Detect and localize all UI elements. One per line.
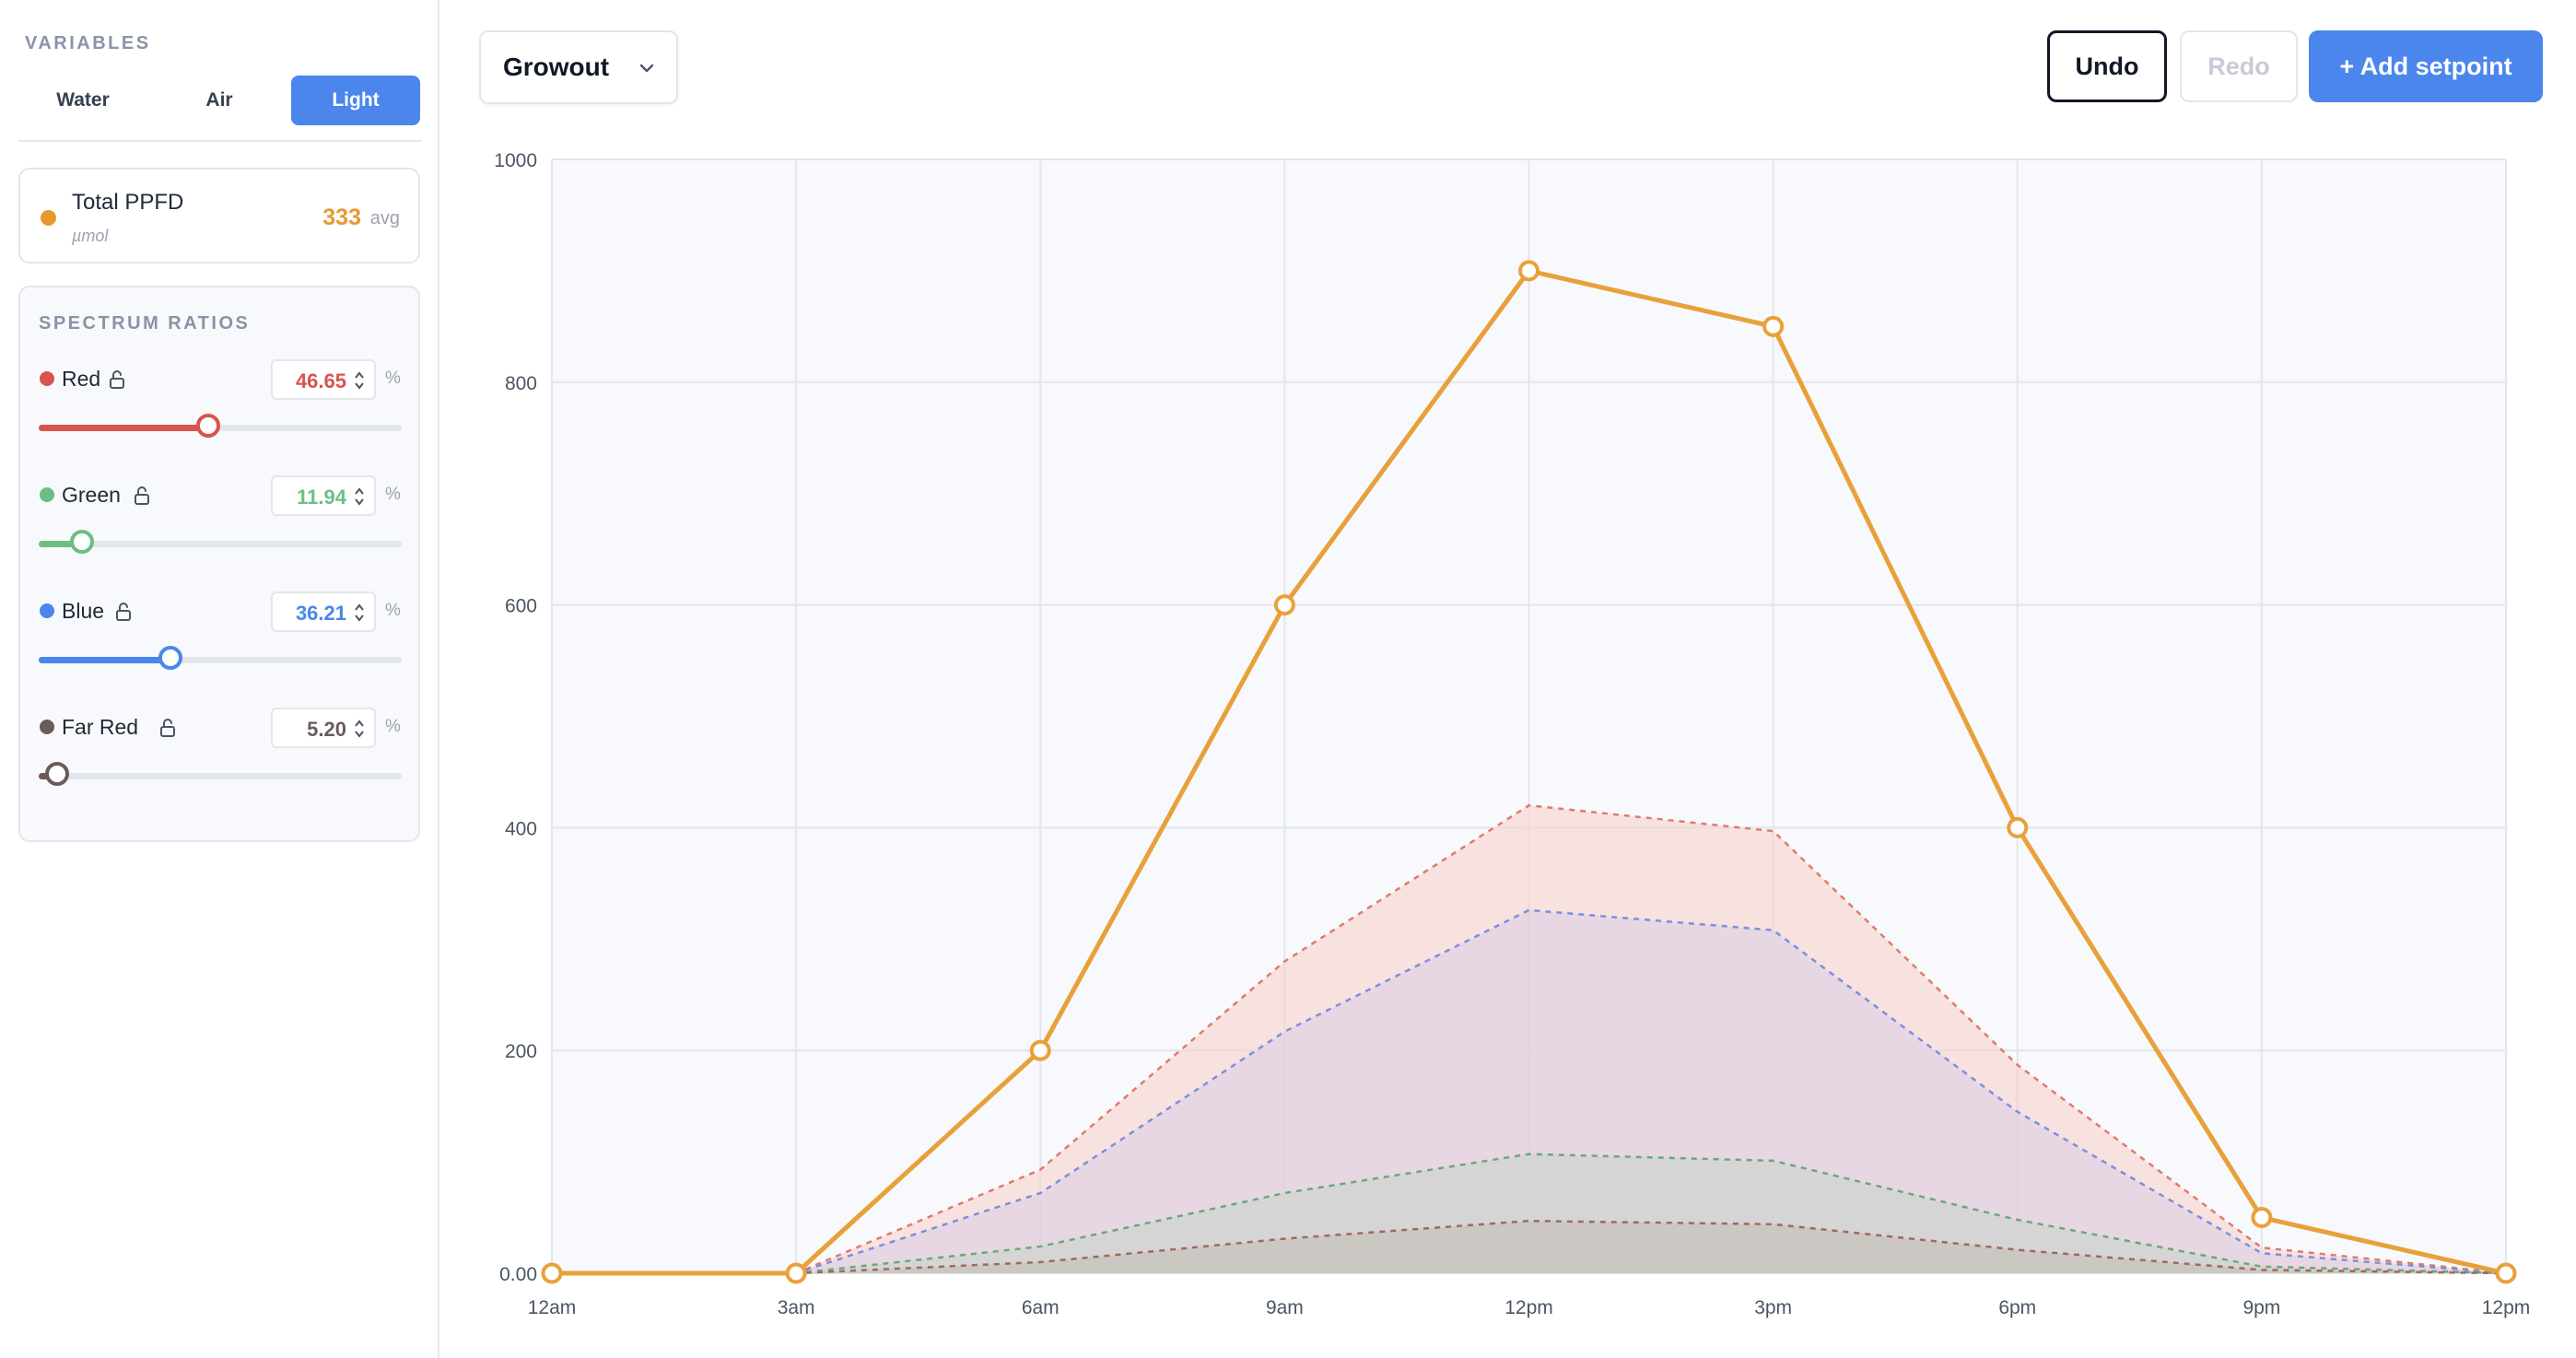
lock-open-icon[interactable] [106, 369, 128, 391]
x-tick-label: 9pm [2242, 1297, 2280, 1318]
series-line-far-red [552, 1219, 2507, 1275]
lock-open-icon[interactable] [112, 601, 135, 623]
spectrum-ratios-card: SPECTRUM RATIOS Red 46.65% Green 11.94% Blue… [18, 286, 420, 842]
tab-water[interactable]: Water [56, 89, 110, 111]
area-green [552, 1153, 2506, 1273]
blue-ratio-value: 36.21 [295, 602, 346, 625]
far-red-percent-unit: % [385, 717, 401, 736]
y-tick-label: 1000 [494, 150, 537, 171]
ppfd-value: 333 [322, 205, 361, 230]
y-tick-label: 400 [505, 818, 537, 839]
green-slider-fill [39, 541, 83, 547]
stepper-icon[interactable] [352, 369, 367, 392]
red-label: Red [62, 367, 101, 391]
blue-label: Blue [62, 599, 105, 623]
x-tick-label: 3am [778, 1297, 815, 1318]
blue-percent-unit: % [385, 601, 401, 620]
red-ratio-input[interactable]: 46.65 [271, 359, 376, 400]
stepper-icon[interactable] [352, 485, 367, 509]
green-ratio-value: 11.94 [297, 486, 346, 509]
tab-light[interactable]: Light [291, 76, 420, 125]
tab-air[interactable]: Air [205, 89, 233, 111]
y-tick-label: 0.00 [499, 1264, 537, 1285]
x-tick-label: 3pm [1754, 1297, 1792, 1318]
blue-ratio-input[interactable]: 36.21 [271, 591, 376, 632]
x-tick-label: 12pm [1505, 1297, 1553, 1318]
red-color-dot [40, 371, 54, 386]
stage-select[interactable]: Growout [479, 30, 678, 104]
spectrum-row-red: Red 46.65% [20, 359, 422, 461]
blue-slider-thumb[interactable] [158, 646, 182, 670]
x-tick-label: 12am [528, 1297, 577, 1318]
far-red-label: Far Red [62, 715, 139, 739]
variable-tabs: Water Air Light [18, 76, 422, 142]
light-schedule-chart: 0.00 200 400 600 800 1000 12am 3am 6am 9am 12pm 3pm… [494, 150, 2531, 1318]
setpoint-point[interactable] [541, 1262, 563, 1284]
green-percent-unit: % [385, 485, 401, 504]
red-slider[interactable] [39, 414, 402, 438]
green-color-dot [40, 487, 54, 502]
x-tick-label: 6pm [1998, 1297, 2036, 1318]
lock-open-icon[interactable] [157, 717, 179, 739]
spectrum-row-blue: Blue 36.21% [20, 591, 422, 693]
far-red-slider[interactable] [39, 762, 402, 786]
x-tick-label: 9am [1266, 1297, 1304, 1318]
far-red-ratio-value: 5.20 [307, 718, 346, 741]
green-label: Green [62, 483, 121, 507]
setpoint-point[interactable] [1762, 315, 1785, 337]
ppfd-color-dot [41, 210, 56, 226]
x-tick-label: 6am [1022, 1297, 1060, 1318]
undo-button[interactable]: Undo [2047, 30, 2167, 102]
stepper-icon[interactable] [352, 717, 367, 741]
spectrum-title: SPECTRUM RATIOS [39, 313, 251, 334]
total-ppfd-card: Total PPFD µmol 333 avg [18, 168, 420, 263]
far-red-ratio-input[interactable]: 5.20 [271, 708, 376, 748]
stepper-icon[interactable] [352, 601, 367, 625]
series-line-blue [552, 908, 2507, 1275]
chevron-down-icon [639, 64, 654, 73]
lock-open-icon[interactable] [131, 485, 153, 507]
ppfd-label: Total PPFD [72, 190, 184, 215]
area-blue [552, 909, 2506, 1273]
stage-select-value: Growout [503, 53, 610, 81]
ppfd-unit: µmol [72, 227, 109, 245]
setpoint-point[interactable] [785, 1262, 807, 1284]
y-tick-label: 800 [505, 373, 537, 394]
red-slider-thumb[interactable] [195, 414, 220, 438]
blue-color-dot [40, 603, 54, 618]
setpoint-point[interactable] [2495, 1262, 2517, 1284]
red-slider-fill [39, 425, 208, 431]
y-tick-label: 200 [505, 1041, 537, 1062]
blue-slider-fill [39, 657, 170, 663]
x-tick-label: 12pm [2482, 1297, 2531, 1318]
redo-button[interactable]: Redo [2180, 30, 2298, 102]
setpoint-point[interactable] [1273, 594, 1295, 616]
variables-title: VARIABLES [25, 33, 151, 53]
red-percent-unit: % [385, 369, 401, 388]
sidebar: VARIABLES Water Air Light Total PPFD µmo… [0, 0, 439, 1358]
spectrum-row-far-red: Far Red 5.20% [20, 708, 422, 809]
area-far-red [552, 1221, 2506, 1273]
setpoint-point[interactable] [2007, 816, 2029, 838]
far-red-slider-thumb[interactable] [45, 762, 70, 786]
spectrum-row-green: Green 11.94% [20, 475, 422, 577]
setpoint-point[interactable] [1029, 1039, 1051, 1061]
green-slider-thumb[interactable] [70, 530, 95, 554]
series-line-red [552, 803, 2507, 1275]
series-line-green [552, 1153, 2507, 1275]
ppfd-avg-suffix: avg [369, 208, 400, 228]
y-tick-label: 600 [505, 596, 537, 617]
blue-slider[interactable] [39, 646, 402, 670]
add-setpoint-button[interactable]: + Add setpoint [2309, 30, 2543, 102]
green-slider[interactable] [39, 530, 402, 554]
far-red-color-dot [40, 720, 54, 734]
setpoint-point[interactable] [2251, 1207, 2273, 1229]
green-ratio-input[interactable]: 11.94 [271, 475, 376, 516]
red-ratio-value: 46.65 [295, 369, 346, 392]
setpoint-point[interactable] [1518, 260, 1540, 282]
